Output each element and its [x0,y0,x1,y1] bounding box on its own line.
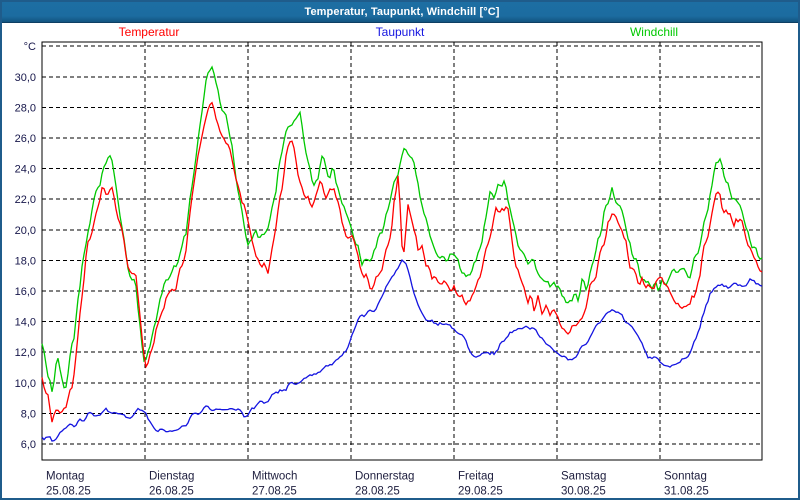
svg-text:25.08.25: 25.08.25 [46,485,91,497]
svg-text:6,0: 6,0 [21,439,36,451]
svg-text:30,0: 30,0 [15,72,36,84]
svg-text:28,0: 28,0 [15,102,36,114]
svg-text:22,0: 22,0 [15,194,36,206]
svg-text:31.08.25: 31.08.25 [664,485,709,497]
svg-text:Mittwoch: Mittwoch [252,470,297,482]
svg-text:26.08.25: 26.08.25 [149,485,194,497]
svg-text:Sonntag: Sonntag [664,470,707,482]
svg-text:°C: °C [24,41,36,53]
svg-text:18,0: 18,0 [15,255,36,267]
svg-text:10,0: 10,0 [15,378,36,390]
svg-text:29.08.25: 29.08.25 [458,485,503,497]
svg-text:Samstag: Samstag [561,470,606,482]
svg-text:Donnerstag: Donnerstag [355,470,414,482]
svg-text:27.08.25: 27.08.25 [252,485,297,497]
svg-text:28.08.25: 28.08.25 [355,485,400,497]
svg-text:30.08.25: 30.08.25 [561,485,606,497]
svg-text:24,0: 24,0 [15,164,36,176]
svg-text:14,0: 14,0 [15,317,36,329]
svg-text:Dienstag: Dienstag [149,470,194,482]
svg-text:8,0: 8,0 [21,408,36,420]
svg-text:Montag: Montag [46,470,84,482]
svg-text:12,0: 12,0 [15,347,36,359]
svg-text:20,0: 20,0 [15,225,36,237]
svg-text:16,0: 16,0 [15,286,36,298]
svg-text:Freitag: Freitag [458,470,494,482]
svg-text:26,0: 26,0 [15,133,36,145]
